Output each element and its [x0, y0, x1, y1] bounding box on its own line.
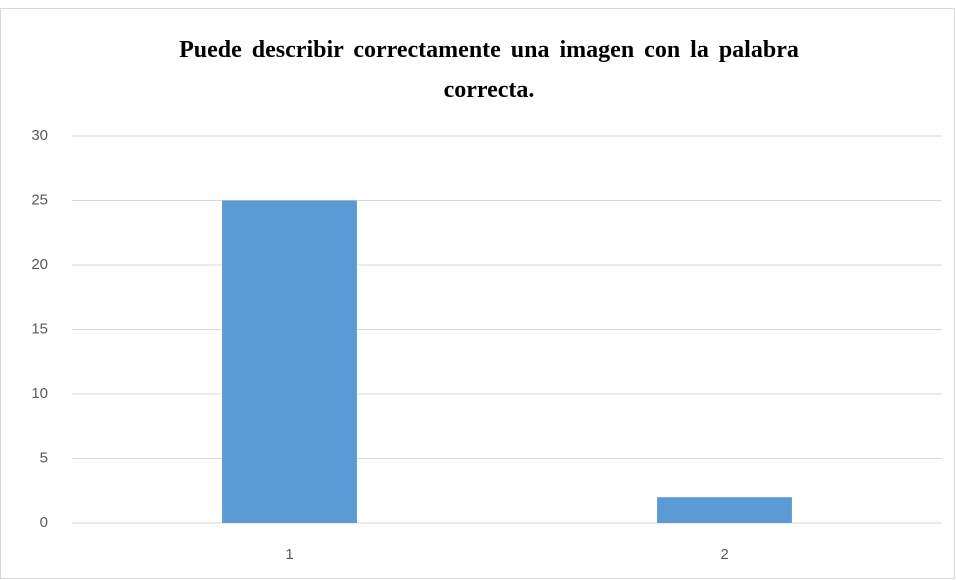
x-tick-label: 1 — [285, 546, 293, 563]
x-tick-label: 2 — [720, 546, 728, 563]
y-tick-label: 25 — [31, 191, 48, 208]
chart-title: Puede describir correctamente una imagen… — [179, 37, 799, 103]
bar — [222, 200, 357, 523]
y-tick-label: 0 — [40, 514, 48, 531]
y-tick-label: 10 — [31, 385, 48, 402]
bar — [657, 497, 792, 523]
chart-frame — [0, 8, 955, 579]
y-tick-label: 20 — [31, 256, 48, 273]
y-tick-label: 30 — [31, 127, 48, 144]
y-tick-label: 15 — [31, 320, 48, 337]
y-tick-label: 5 — [40, 449, 48, 466]
